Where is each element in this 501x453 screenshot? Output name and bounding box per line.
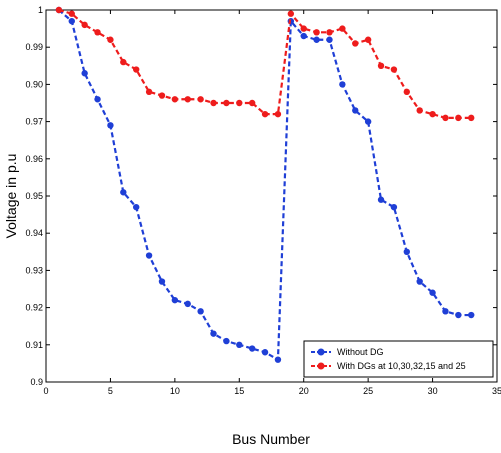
data-point-without-dg xyxy=(94,96,101,103)
data-point-with-dgs xyxy=(120,58,127,66)
data-point-without-dg xyxy=(261,349,269,356)
data-point-with-dgs xyxy=(403,88,410,96)
data-point-with-dgs xyxy=(133,66,140,73)
data-point-with-dgs xyxy=(274,110,282,118)
data-point-with-dgs xyxy=(236,99,243,107)
data-point-with-dgs xyxy=(158,92,166,99)
data-point-with-dgs xyxy=(339,25,346,32)
data-point-without-dg xyxy=(68,17,75,25)
data-point-without-dg xyxy=(364,118,372,125)
y-tick-label: 0.95 xyxy=(25,191,43,201)
x-axis-label: Bus Number xyxy=(232,431,310,447)
x-tick-label: 10 xyxy=(170,386,180,396)
data-point-with-dgs xyxy=(261,110,269,118)
data-point-without-dg xyxy=(81,70,88,77)
data-point-without-dg xyxy=(133,203,140,211)
data-point-without-dg xyxy=(300,32,307,40)
data-point-with-dgs xyxy=(287,10,295,17)
data-point-with-dgs xyxy=(248,99,256,107)
legend-label-with-dgs: With DGs at 10,30,32,15 and 25 xyxy=(337,361,466,371)
y-tick-label: 0.93 xyxy=(25,265,43,275)
plot-frame xyxy=(45,9,498,383)
data-point-with-dgs xyxy=(55,6,63,14)
data-point-with-dgs xyxy=(300,25,307,32)
data-point-with-dgs xyxy=(184,96,191,103)
data-point-with-dgs xyxy=(429,110,436,118)
data-point-without-dg xyxy=(339,81,346,88)
x-tick-label: 20 xyxy=(299,386,309,396)
y-tick-label: 0.97 xyxy=(25,117,43,127)
data-point-with-dgs xyxy=(171,96,179,103)
data-point-with-dgs xyxy=(364,36,372,43)
data-point-with-dgs xyxy=(197,96,204,103)
data-point-without-dg xyxy=(326,36,333,43)
data-point-without-dg xyxy=(416,278,423,285)
data-point-with-dgs xyxy=(377,62,385,69)
data-point-with-dgs xyxy=(145,88,153,96)
data-point-with-dgs xyxy=(81,21,88,29)
x-tick-label: 15 xyxy=(234,386,244,396)
data-point-without-dg xyxy=(236,341,243,348)
data-point-without-dg xyxy=(274,356,282,363)
y-tick-label: 0.91 xyxy=(25,340,43,350)
data-point-without-dg xyxy=(390,203,398,211)
x-axis: 0 5 10 15 20 25 30 35 xyxy=(43,10,501,396)
data-point-without-dg xyxy=(377,196,385,203)
y-tick-label: 1 xyxy=(38,5,43,15)
y-tick-label: 0.96 xyxy=(25,154,43,164)
data-point-without-dg xyxy=(223,337,230,345)
data-point-without-dg xyxy=(429,289,436,296)
data-point-with-dgs xyxy=(455,114,462,122)
data-point-with-dgs xyxy=(313,29,320,36)
x-tick-label: 30 xyxy=(428,386,438,396)
y-tick-label: 0.99 xyxy=(25,42,43,52)
data-point-with-dgs xyxy=(326,29,333,36)
data-point-without-dg xyxy=(313,36,320,43)
data-point-without-dg xyxy=(210,330,217,337)
y-tick-label: 0.9 xyxy=(30,377,43,387)
data-point-without-dg xyxy=(468,311,475,319)
x-tick-label: 35 xyxy=(492,386,501,396)
data-point-without-dg xyxy=(184,300,191,308)
legend-label-without-dg: Without DG xyxy=(337,347,384,357)
data-point-without-dg xyxy=(352,107,359,114)
data-point-with-dgs xyxy=(352,40,359,47)
data-point-without-dg xyxy=(403,248,410,255)
y-axis-label: Voltage in p.u xyxy=(3,154,19,239)
data-point-without-dg xyxy=(197,308,204,315)
legend-box xyxy=(303,340,494,378)
data-point-with-dgs xyxy=(416,107,423,114)
legend-marker-without-dg xyxy=(317,348,325,356)
data-point-with-dgs xyxy=(390,66,398,73)
data-point-with-dgs xyxy=(442,114,449,122)
data-point-without-dg xyxy=(145,252,153,259)
legend: Without DG With DGs at 10,30,32,15 and 2… xyxy=(303,340,494,378)
data-point-without-dg xyxy=(120,189,127,196)
y-tick-label: 0.94 xyxy=(25,228,43,238)
data-point-with-dgs xyxy=(68,10,75,17)
data-point-with-dgs xyxy=(210,99,217,107)
legend-marker-with-dgs xyxy=(317,362,325,370)
data-point-without-dg xyxy=(158,278,166,285)
data-point-without-dg xyxy=(107,122,114,129)
x-tick-label: 5 xyxy=(108,386,113,396)
y-tick-label: 0.90 xyxy=(25,79,43,89)
x-tick-label: 0 xyxy=(43,386,48,396)
data-point-without-dg xyxy=(442,308,449,315)
y-axis: 0.9 0.91 0.92 0.93 0.94 0.95 0.96 0.97 0.90 0.99 1 xyxy=(25,5,497,387)
data-point-without-dg xyxy=(455,311,462,319)
data-point-without-dg xyxy=(248,345,256,352)
series-layer xyxy=(55,6,475,363)
data-point-with-dgs xyxy=(468,114,475,122)
data-point-with-dgs xyxy=(223,99,230,107)
data-point-without-dg xyxy=(171,296,179,304)
data-point-with-dgs xyxy=(94,29,101,36)
data-point-with-dgs xyxy=(107,36,114,43)
y-tick-label: 0.92 xyxy=(25,303,43,313)
x-tick-label: 25 xyxy=(363,386,373,396)
